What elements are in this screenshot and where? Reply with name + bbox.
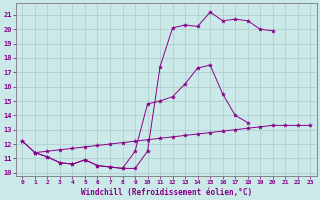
- X-axis label: Windchill (Refroidissement éolien,°C): Windchill (Refroidissement éolien,°C): [81, 188, 252, 197]
